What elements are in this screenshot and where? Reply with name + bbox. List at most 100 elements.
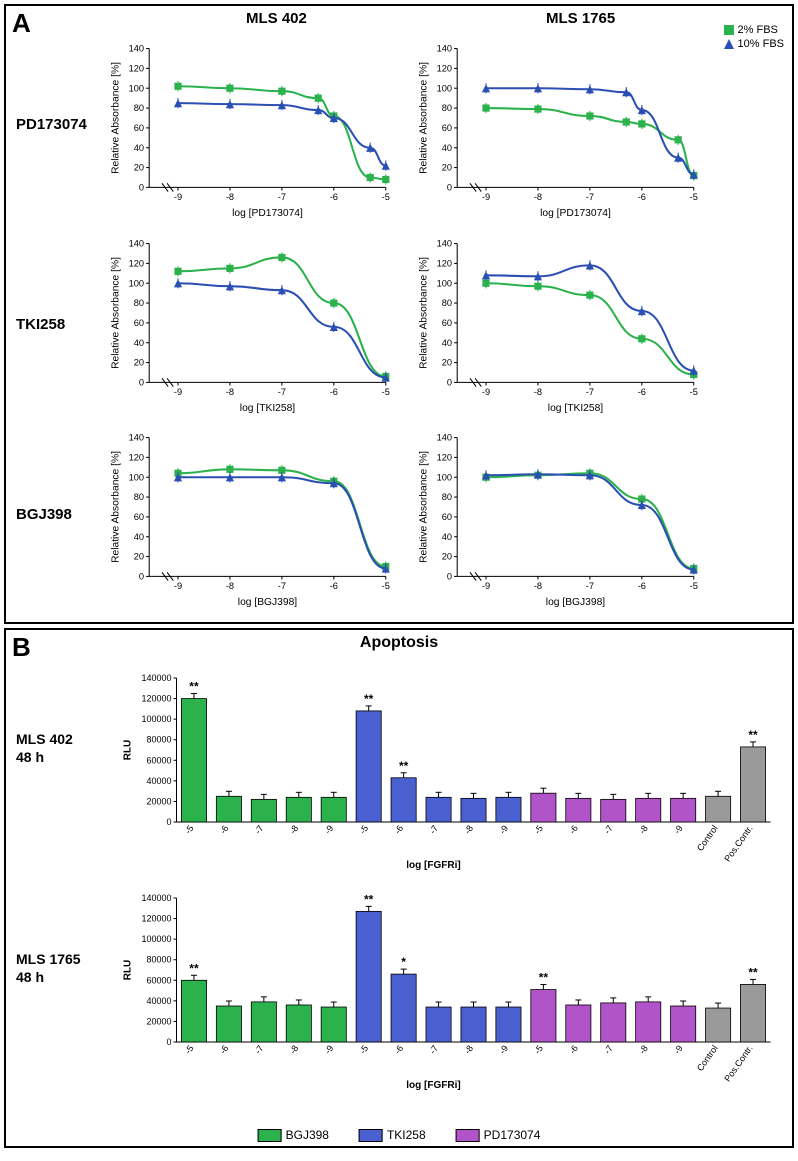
svg-text:40: 40 bbox=[442, 143, 452, 153]
svg-text:-8: -8 bbox=[637, 1043, 650, 1055]
svg-text:80: 80 bbox=[442, 103, 452, 113]
curve-chart-0: 020406080100120140-9-8-7-6-5Relative Abs… bbox=[106, 36, 394, 225]
svg-text:-6: -6 bbox=[330, 386, 338, 396]
svg-text:0: 0 bbox=[447, 377, 452, 387]
svg-text:60000: 60000 bbox=[146, 975, 171, 985]
curve-chart-1: 020406080100120140-9-8-7-6-5Relative Abs… bbox=[414, 36, 702, 225]
svg-text:-6: -6 bbox=[330, 581, 338, 591]
svg-text:140: 140 bbox=[129, 44, 144, 54]
curve-chart-3: 020406080100120140-9-8-7-6-5Relative Abs… bbox=[414, 231, 702, 420]
svg-text:-6: -6 bbox=[638, 192, 646, 202]
svg-text:-7: -7 bbox=[586, 386, 594, 396]
svg-text:120: 120 bbox=[437, 453, 452, 463]
svg-text:80: 80 bbox=[442, 492, 452, 502]
svg-text:0: 0 bbox=[139, 572, 144, 582]
svg-text:-6: -6 bbox=[567, 823, 580, 835]
svg-text:120: 120 bbox=[129, 258, 144, 268]
svg-text:-9: -9 bbox=[672, 1043, 685, 1055]
curve-chart-4: 020406080100120140-9-8-7-6-5Relative Abs… bbox=[106, 425, 394, 614]
row-label-1: PD173074 bbox=[16, 116, 87, 133]
svg-text:-8: -8 bbox=[288, 1043, 301, 1055]
svg-text:**: ** bbox=[399, 759, 409, 773]
svg-text:-6: -6 bbox=[638, 386, 646, 396]
svg-text:-5: -5 bbox=[532, 1043, 545, 1055]
svg-text:120: 120 bbox=[129, 63, 144, 73]
svg-text:-7: -7 bbox=[602, 823, 615, 835]
svg-text:-8: -8 bbox=[226, 386, 234, 396]
svg-text:-7: -7 bbox=[427, 1043, 440, 1055]
svg-text:100: 100 bbox=[129, 473, 144, 483]
chart-grid: 0 20 40 60 80 100 120 140 -9 -8 -7 -6 -5 Relative Abs… bbox=[106, 36, 702, 614]
legend-b: BGJ398 TKI258 PD173074 bbox=[258, 1128, 541, 1142]
svg-text:140: 140 bbox=[437, 238, 452, 248]
svg-text:40: 40 bbox=[134, 143, 144, 153]
svg-text:140000: 140000 bbox=[141, 893, 171, 903]
svg-text:Relative Absorbance [%]: Relative Absorbance [%] bbox=[418, 451, 429, 563]
svg-text:-9: -9 bbox=[672, 823, 685, 835]
svg-text:80000: 80000 bbox=[146, 735, 171, 745]
svg-text:**: ** bbox=[364, 892, 374, 906]
svg-text:*: * bbox=[401, 955, 406, 969]
svg-text:Control: Control bbox=[695, 823, 720, 853]
svg-text:60: 60 bbox=[134, 318, 144, 328]
svg-text:140: 140 bbox=[437, 44, 452, 54]
svg-text:-9: -9 bbox=[323, 1043, 336, 1055]
svg-text:-7: -7 bbox=[253, 823, 266, 835]
svg-text:80: 80 bbox=[134, 492, 144, 502]
svg-text:-9: -9 bbox=[174, 192, 182, 202]
legend-b-item: PD173074 bbox=[456, 1128, 541, 1142]
svg-text:RLU: RLU bbox=[123, 960, 134, 981]
legend-square-icon bbox=[724, 25, 734, 35]
svg-text:-9: -9 bbox=[323, 823, 336, 835]
svg-text:80000: 80000 bbox=[146, 955, 171, 965]
svg-text:-9: -9 bbox=[497, 1043, 510, 1055]
svg-text:-6: -6 bbox=[218, 823, 231, 835]
svg-text:40: 40 bbox=[134, 337, 144, 347]
svg-text:140000: 140000 bbox=[141, 673, 171, 683]
b-row-label-2: MLS 176548 h bbox=[16, 950, 81, 986]
svg-text:-5: -5 bbox=[382, 192, 390, 202]
svg-text:60: 60 bbox=[442, 318, 452, 328]
svg-text:-6: -6 bbox=[330, 192, 338, 202]
legend-a: 2% FBS 10% FBS bbox=[724, 24, 784, 52]
col-title-2: MLS 1765 bbox=[546, 10, 615, 27]
svg-text:80: 80 bbox=[134, 103, 144, 113]
svg-text:-6: -6 bbox=[392, 1043, 405, 1055]
svg-text:20: 20 bbox=[442, 163, 452, 173]
legend-b-item: TKI258 bbox=[359, 1128, 426, 1142]
svg-text:log [FGFRi]: log [FGFRi] bbox=[406, 1080, 460, 1090]
svg-text:-7: -7 bbox=[278, 581, 286, 591]
svg-text:-5: -5 bbox=[382, 581, 390, 591]
bar-chart-1: 020000400006000080000100000120000140000R… bbox=[116, 660, 777, 870]
svg-text:Relative Absorbance [%]: Relative Absorbance [%] bbox=[418, 62, 429, 174]
svg-text:-5: -5 bbox=[183, 1043, 196, 1055]
panel-b-label: B bbox=[12, 632, 31, 663]
svg-text:-7: -7 bbox=[278, 386, 286, 396]
svg-text:-9: -9 bbox=[482, 581, 490, 591]
svg-text:120: 120 bbox=[437, 63, 452, 73]
legend-b-item: BGJ398 bbox=[258, 1128, 329, 1142]
svg-text:60000: 60000 bbox=[146, 755, 171, 765]
svg-text:60: 60 bbox=[442, 512, 452, 522]
svg-text:**: ** bbox=[539, 971, 549, 985]
svg-text:-6: -6 bbox=[218, 1043, 231, 1055]
svg-text:-8: -8 bbox=[226, 192, 234, 202]
svg-text:20: 20 bbox=[134, 357, 144, 367]
col-title-1: MLS 402 bbox=[246, 10, 307, 27]
legend-color-icon bbox=[258, 1129, 282, 1142]
svg-text:log [TKI258]: log [TKI258] bbox=[548, 403, 604, 414]
svg-text:20: 20 bbox=[134, 163, 144, 173]
legend-b-label: BGJ398 bbox=[286, 1128, 329, 1142]
svg-text:Relative Absorbance [%]: Relative Absorbance [%] bbox=[418, 257, 429, 369]
svg-text:-5: -5 bbox=[532, 823, 545, 835]
svg-text:Relative Absorbance [%]: Relative Absorbance [%] bbox=[110, 257, 121, 369]
svg-text:20000: 20000 bbox=[146, 1016, 171, 1026]
svg-text:100000: 100000 bbox=[141, 714, 171, 724]
svg-text:-5: -5 bbox=[690, 192, 698, 202]
svg-text:log [PD173074]: log [PD173074] bbox=[232, 208, 303, 219]
svg-text:-7: -7 bbox=[602, 1043, 615, 1055]
svg-text:-6: -6 bbox=[392, 823, 405, 835]
svg-text:**: ** bbox=[748, 728, 758, 742]
svg-text:-9: -9 bbox=[174, 581, 182, 591]
panel-b: B Apoptosis MLS 40248 h MLS 176548 h 020… bbox=[4, 628, 794, 1148]
